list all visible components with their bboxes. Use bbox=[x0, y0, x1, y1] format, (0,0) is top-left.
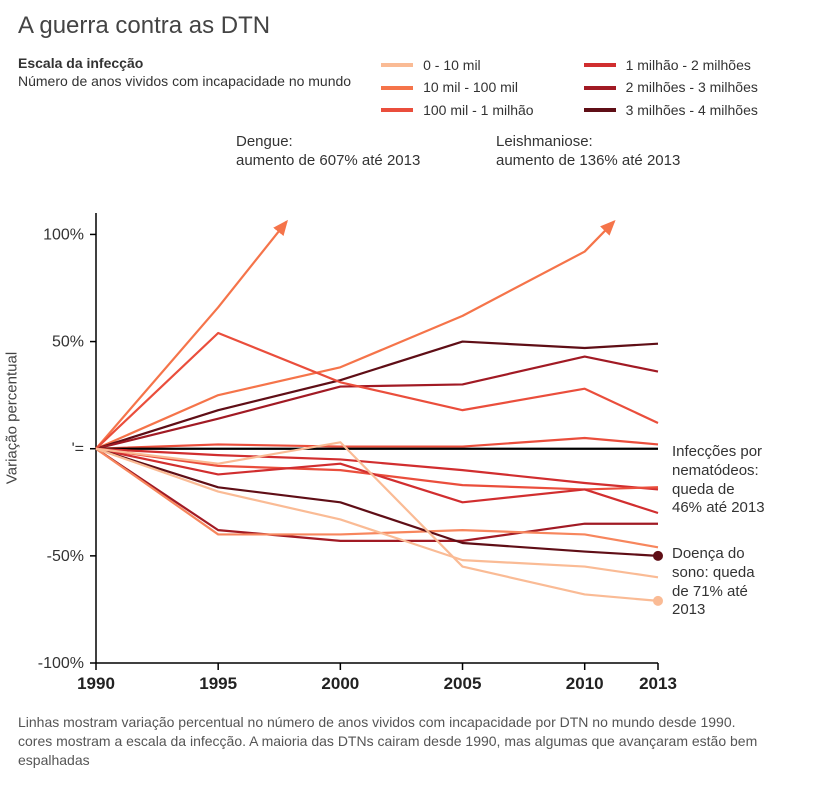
series-s14 bbox=[96, 449, 658, 578]
chart-area: Variação percentual -100%-50%'=50%100%19… bbox=[18, 133, 816, 703]
legend: 0 - 10 mil10 mil - 100 mil100 mil - 1 mi… bbox=[381, 54, 758, 121]
series-s8 bbox=[96, 449, 658, 490]
scale-label: Escala da infecção Número de anos vivido… bbox=[18, 54, 351, 121]
y-axis-label: Variação percentual bbox=[4, 352, 21, 484]
series-s4 bbox=[96, 357, 658, 449]
end-dot-nematodeos bbox=[653, 551, 663, 561]
legend-item: 0 - 10 mil bbox=[381, 54, 534, 76]
x-tick-label: 2000 bbox=[321, 674, 359, 693]
legend-swatch bbox=[584, 63, 616, 67]
legend-label: 100 mil - 1 milhão bbox=[423, 99, 534, 121]
legend-swatch bbox=[381, 86, 413, 90]
legend-label: 0 - 10 mil bbox=[423, 54, 481, 76]
callout-label: 2013 bbox=[672, 601, 705, 618]
callout-label: Infecções por bbox=[672, 443, 762, 460]
callout-label: Doença do bbox=[672, 545, 745, 562]
scale-label-bold: Escala da infecção bbox=[18, 55, 143, 71]
legend-item: 2 milhões - 3 milhões bbox=[584, 76, 758, 98]
legend-label: 3 milhões - 4 milhões bbox=[626, 99, 758, 121]
series-dengue bbox=[96, 222, 287, 449]
y-tick-label: '= bbox=[72, 441, 84, 458]
footnote: Linhas mostram variação percentual no nú… bbox=[18, 713, 758, 770]
scale-label-rest: Número de anos vividos com incapacidade … bbox=[18, 73, 351, 89]
callout-label: Leishmaniose: bbox=[496, 133, 593, 150]
callout-label: nematódeos: bbox=[672, 462, 759, 479]
legend-item: 100 mil - 1 milhão bbox=[381, 99, 534, 121]
legend-item: 3 milhões - 4 milhões bbox=[584, 99, 758, 121]
legend-label: 2 milhões - 3 milhões bbox=[626, 76, 758, 98]
legend-swatch bbox=[381, 108, 413, 112]
callout-dengue: Dengue: aumento de 607% até 2013 bbox=[236, 133, 420, 171]
callout-label: Dengue: bbox=[236, 133, 293, 150]
x-tick-label: 1995 bbox=[199, 674, 237, 693]
y-tick-label: 100% bbox=[43, 227, 84, 244]
y-tick-label: -50% bbox=[47, 548, 84, 565]
legend-item: 10 mil - 100 mil bbox=[381, 76, 534, 98]
series-s3 bbox=[96, 342, 658, 449]
y-tick-label: -100% bbox=[38, 655, 84, 672]
callout-label: sono: queda bbox=[672, 564, 755, 581]
legend-swatch bbox=[584, 86, 616, 90]
legend-label: 1 milhão - 2 milhões bbox=[626, 54, 751, 76]
callout-label: 46% até 2013 bbox=[672, 499, 765, 516]
callout-sono: Doença do sono: queda de 71% até 2013 bbox=[672, 545, 755, 620]
callout-label: aumento de 607% até 2013 bbox=[236, 152, 420, 169]
end-dot-sono bbox=[653, 596, 663, 606]
x-tick-label: 2013 bbox=[639, 674, 677, 693]
legend-swatch bbox=[381, 63, 413, 67]
callout-label: aumento de 136% até 2013 bbox=[496, 152, 680, 169]
x-tick-label: 1990 bbox=[77, 674, 115, 693]
callout-nematodeos: Infecções por nematódeos: queda de 46% a… bbox=[672, 443, 765, 518]
callout-label: queda de bbox=[672, 481, 735, 498]
chart-title: A guerra contra as DTN bbox=[18, 12, 816, 40]
series-s6 bbox=[96, 438, 658, 449]
header-row: Escala da infecção Número de anos vivido… bbox=[18, 54, 816, 121]
series-s9 bbox=[96, 449, 658, 490]
series-leishmaniose bbox=[96, 222, 614, 449]
callout-label: de 71% até bbox=[672, 583, 748, 600]
callout-leishmaniose: Leishmaniose: aumento de 136% até 2013 bbox=[496, 133, 680, 171]
y-tick-label: 50% bbox=[52, 334, 84, 351]
legend-item: 1 milhão - 2 milhões bbox=[584, 54, 758, 76]
x-tick-label: 2010 bbox=[566, 674, 604, 693]
legend-label: 10 mil - 100 mil bbox=[423, 76, 518, 98]
x-tick-label: 2005 bbox=[444, 674, 482, 693]
legend-swatch bbox=[584, 108, 616, 112]
